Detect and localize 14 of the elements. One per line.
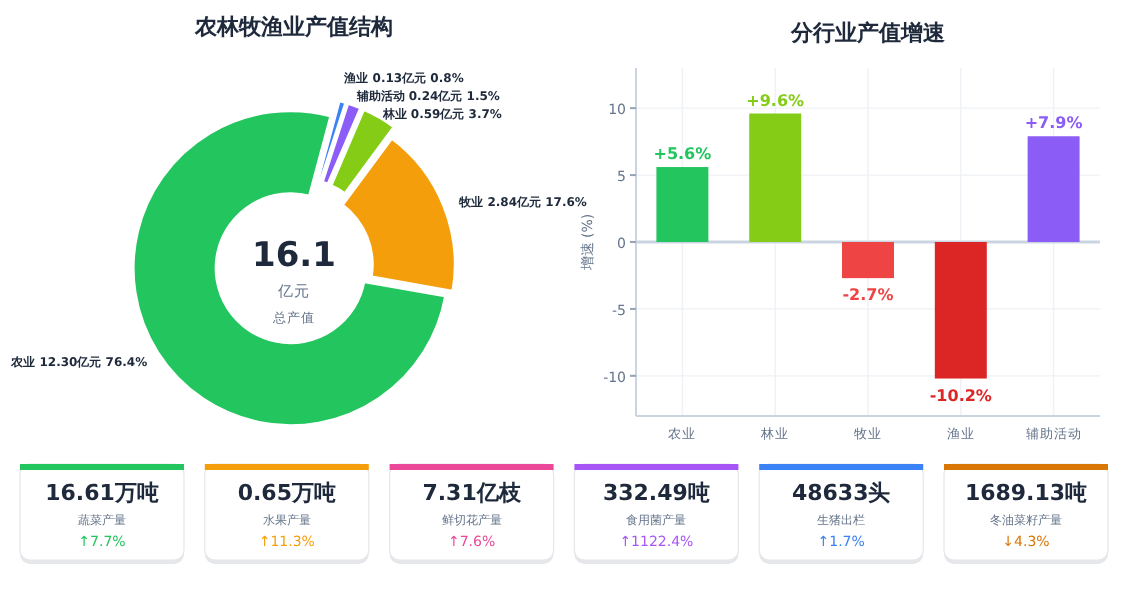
- data-label: 16.61万吨: [45, 480, 159, 506]
- data-label: 7.31亿枝: [422, 480, 523, 506]
- chart-title: 农林牧渔业产值结构: [193, 14, 393, 40]
- data-label: -2.7%: [842, 286, 894, 305]
- data-label: +9.6%: [746, 91, 805, 110]
- data-label: 48633头: [791, 480, 891, 506]
- chart-title: 分行业产值增速: [789, 20, 947, 46]
- data-label: 1689.13吨: [964, 480, 1088, 506]
- text: 16.1: [252, 236, 336, 276]
- data-label: +7.9%: [1024, 114, 1083, 133]
- data-label: 0.65万吨: [237, 480, 336, 506]
- data-label: +5.6%: [653, 145, 712, 164]
- data-label: -10.2%: [929, 386, 992, 405]
- data-label: 332.49吨: [602, 480, 710, 506]
